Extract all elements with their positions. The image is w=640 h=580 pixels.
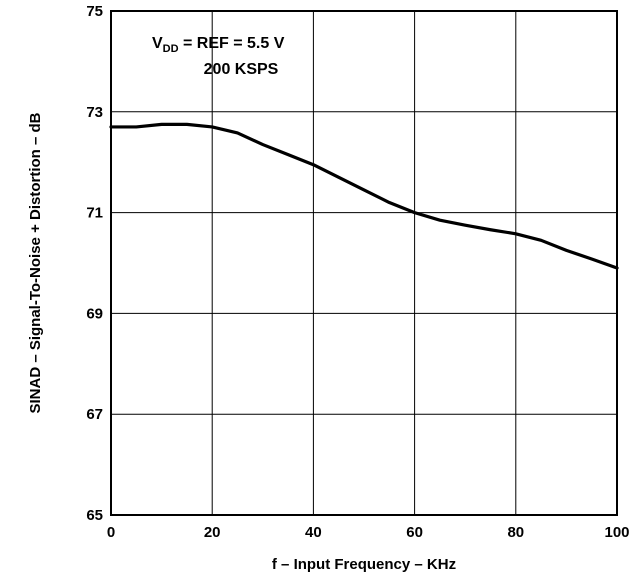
- x-tick-label: 0: [107, 524, 115, 541]
- y-axis-label: SINAD – Signal-To-Noise + Distortion – d…: [27, 112, 44, 413]
- tick-labels: 0 20 40 60 80 100 65 67 69 71 73 75: [86, 3, 629, 541]
- x-tick-label: 60: [406, 524, 423, 541]
- annotation-sample-rate: 200 KSPS: [204, 61, 279, 78]
- x-tick-label: 100: [604, 524, 629, 541]
- annotation-vdd: VDD = REF = 5.5 V: [152, 35, 285, 55]
- x-axis-label: f – Input Frequency – KHz: [272, 556, 456, 573]
- y-tick-label: 71: [86, 205, 103, 222]
- grid-lines: [111, 11, 617, 515]
- y-tick-label: 75: [86, 3, 103, 20]
- y-tick-label: 67: [86, 406, 103, 423]
- x-tick-label: 20: [204, 524, 221, 541]
- y-tick-label: 69: [86, 305, 103, 322]
- plot-frame: [110, 10, 618, 516]
- y-tick-label: 65: [86, 507, 103, 524]
- series-line: [109, 122, 619, 270]
- y-tick-label: 73: [86, 104, 103, 121]
- x-tick-label: 40: [305, 524, 322, 541]
- x-tick-label: 80: [507, 524, 524, 541]
